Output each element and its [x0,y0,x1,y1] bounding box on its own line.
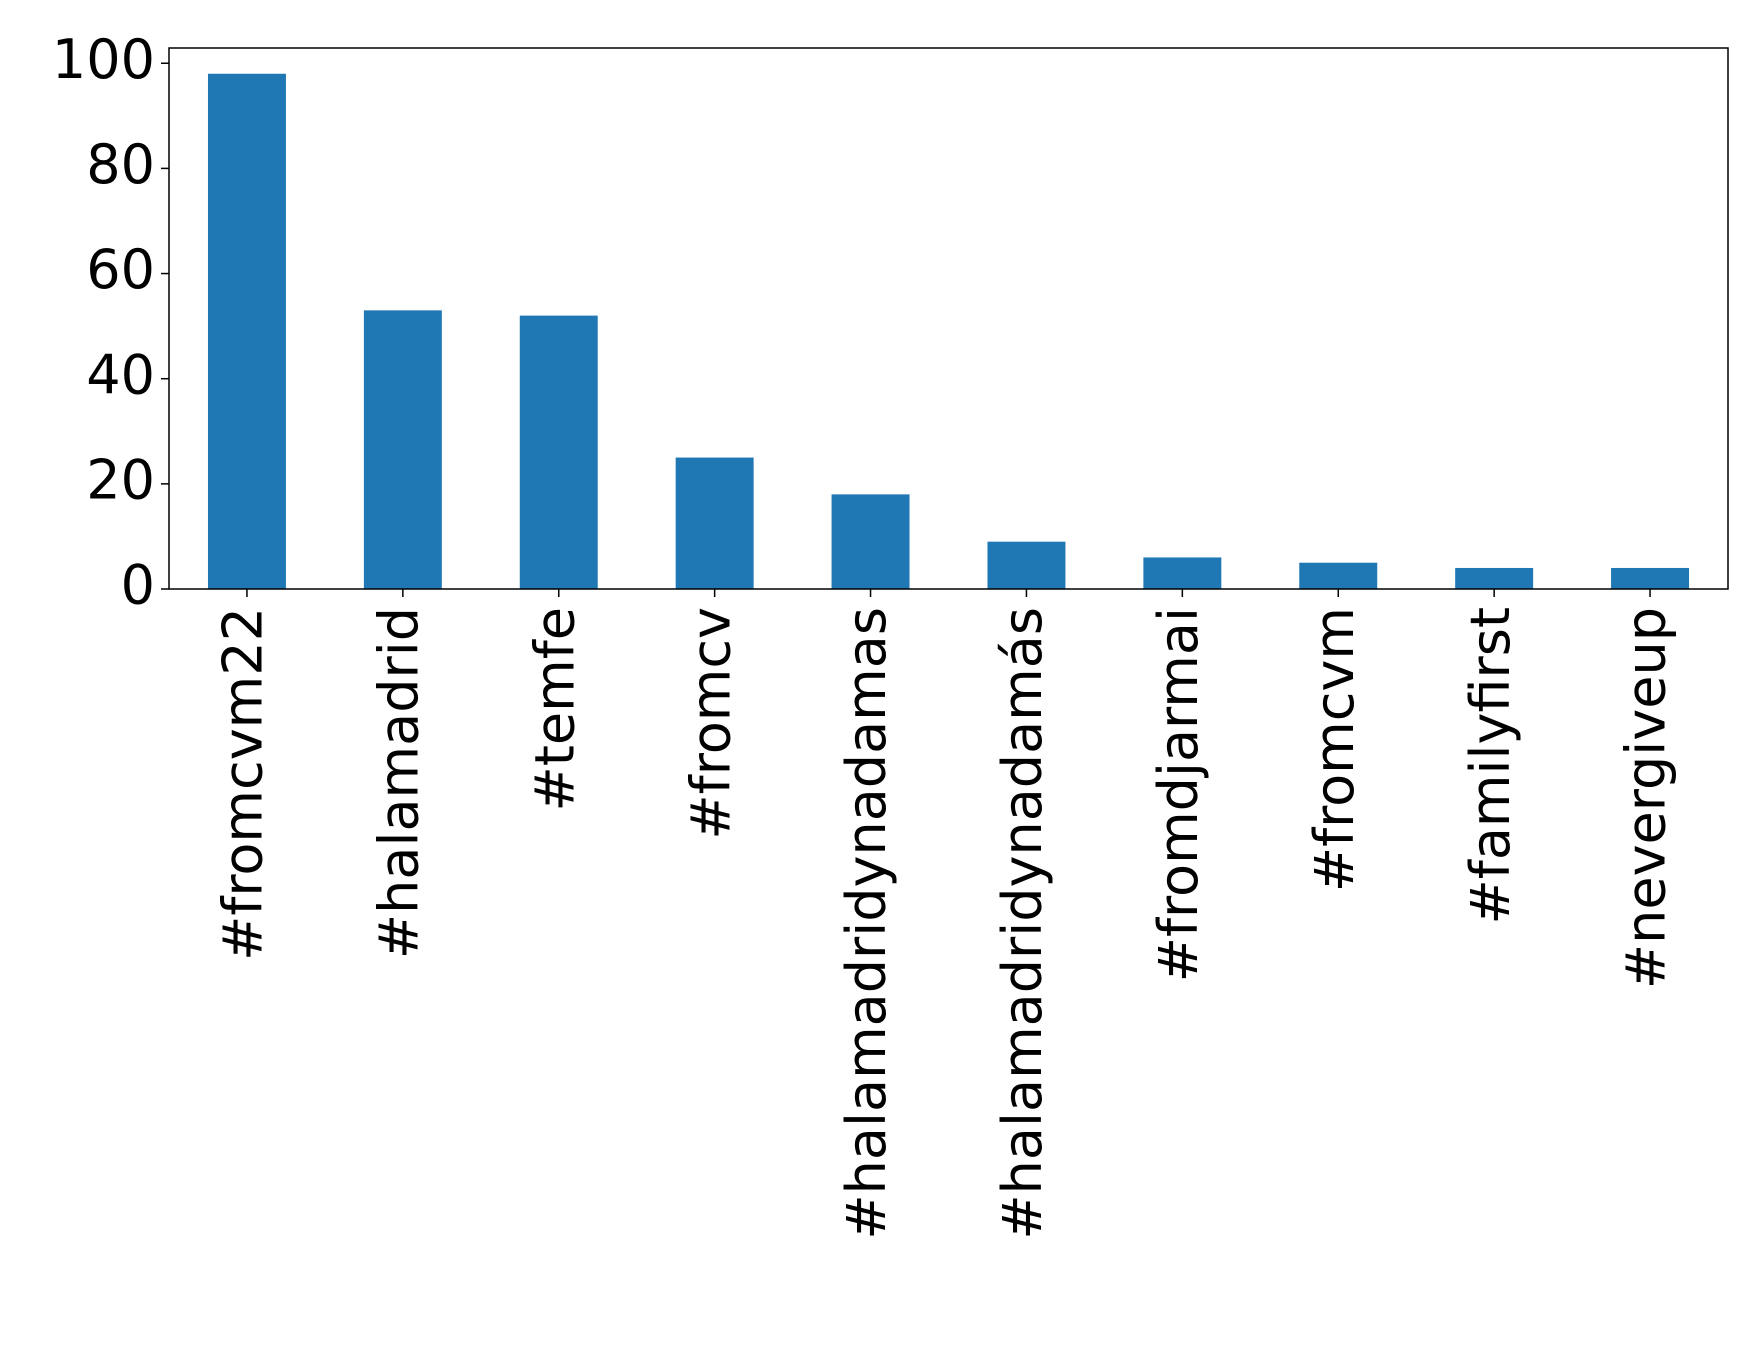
bar [363,310,442,589]
y-tick-label: 20 [86,448,155,511]
x-tick-label: #temfe [523,607,586,811]
x-tick-label: #fromcvm [1303,607,1366,892]
y-tick-label: 100 [52,28,155,91]
x-tick-label: #familyfirst [1459,607,1522,924]
bar [831,494,910,589]
bar [207,73,286,589]
x-tick-label: #halamadridynadamas [835,607,898,1240]
bar [519,315,598,589]
y-tick-label: 80 [86,133,155,196]
x-tick-label: #fromcvm22 [212,607,275,961]
plot-frame [168,47,1729,590]
x-tick-label: #halamadrid [367,607,430,959]
bar [1611,567,1690,589]
x-tick-label: #fromdjarmai [1147,607,1210,982]
bar [675,457,754,589]
y-tick-label: 0 [121,554,155,617]
y-tick-label: 40 [86,343,155,406]
x-tick-label: #fromcv [679,607,742,840]
bar [1299,562,1378,589]
bar [1455,567,1534,589]
x-tick-label: #halamadridynadamás [991,607,1054,1240]
bar [1143,557,1222,589]
bar [987,541,1066,589]
x-tick-label: #nevergiveup [1615,607,1678,989]
y-tick-label: 60 [86,238,155,301]
